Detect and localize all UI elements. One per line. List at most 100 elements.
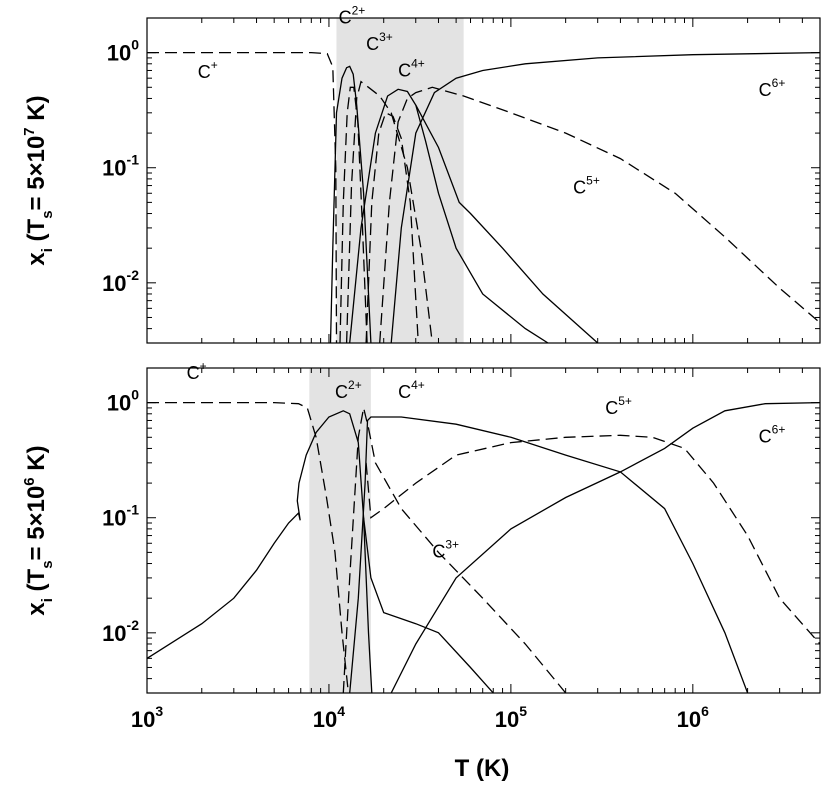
y-tick-label: 100 [107, 387, 139, 416]
ion-label-charge: + [211, 58, 218, 72]
series-line [349, 416, 749, 693]
series-line [147, 410, 373, 693]
y-axis-parameter-subscript: s [39, 560, 56, 568]
y-tick-exponent: 0 [131, 37, 139, 53]
x-tick-base: 10 [677, 707, 701, 732]
ion-label: C3+ [366, 30, 393, 54]
ion-label-base: C [187, 363, 200, 383]
series-line [365, 434, 820, 645]
y-axis-parameter: (T [23, 218, 50, 241]
y-axis-parameter-unit: K) [23, 95, 50, 127]
series-line [147, 51, 338, 343]
ion-label-charge: 2+ [352, 3, 366, 17]
y-tick-base: 10 [102, 156, 126, 181]
x-tick-label: 104 [313, 703, 345, 732]
ion-label-charge: 4+ [411, 378, 425, 392]
ion-label: C5+ [573, 173, 600, 197]
ion-label: C5+ [605, 394, 632, 418]
y-tick-label: 100 [107, 37, 139, 66]
y-axis-parameter-value: = 5×10 [23, 136, 50, 211]
plot-frame [146, 17, 821, 344]
ion-label-base: C [366, 34, 379, 54]
series-line [329, 65, 372, 343]
y-tick-label: 10-1 [102, 152, 139, 181]
ion-label: C3+ [432, 538, 459, 562]
y-tick-label: 10-1 [102, 502, 139, 531]
ion-label-charge: 4+ [411, 57, 425, 71]
y-axis-title: xi (Ts= 5×106 K) [21, 445, 56, 615]
series-line [415, 104, 599, 343]
y-axis-variable: x [23, 602, 50, 616]
y-axis-title: xi (Ts= 5×107 K) [21, 95, 56, 265]
ion-label-base: C [335, 382, 348, 402]
ion-label: C2+ [339, 3, 366, 27]
y-tick-exponent: -1 [127, 152, 140, 168]
ion-label: C6+ [759, 76, 786, 100]
series-line [365, 111, 419, 343]
series-line [390, 401, 820, 693]
ion-label-base: C [573, 177, 586, 197]
y-axis-parameter-value: = 5×10 [23, 486, 50, 561]
series-line [379, 86, 820, 343]
x-tick-label: 105 [495, 703, 527, 732]
ion-label-base: C [759, 427, 772, 447]
y-tick-exponent: 0 [131, 387, 139, 403]
x-tick-exponent: 4 [337, 703, 345, 719]
shaded-band [336, 18, 464, 343]
y-axis-parameter-unit: K) [23, 445, 50, 477]
x-tick-label: 103 [131, 703, 163, 732]
ion-label: C2+ [335, 378, 362, 402]
series-line [362, 517, 494, 693]
y-tick-exponent: -2 [127, 267, 140, 283]
y-axis-spacer [23, 591, 50, 598]
series-line [147, 401, 350, 693]
y-tick-label: 10-2 [102, 267, 139, 296]
ion-label-base: C [605, 398, 618, 418]
ion-label-charge: 3+ [379, 30, 393, 44]
y-axis-parameter-exponent: 7 [21, 127, 38, 135]
y-tick-base: 10 [102, 271, 126, 296]
y-axis-variable-subscript: i [39, 248, 56, 252]
ion-label-charge: 5+ [586, 173, 600, 187]
x-tick-base: 10 [495, 707, 519, 732]
x-tick-exponent: 5 [519, 703, 527, 719]
y-axis-parameter-subscript: s [39, 210, 56, 218]
ion-label: C4+ [398, 57, 425, 81]
ion-label: C4+ [398, 378, 425, 402]
x-tick-base: 10 [131, 707, 155, 732]
x-axis-title: T (K) [455, 755, 510, 782]
y-axis-parameter-exponent: 6 [21, 477, 38, 485]
ion-label-base: C [432, 542, 445, 562]
x-tick-base: 10 [313, 707, 337, 732]
y-tick-exponent: -1 [127, 502, 140, 518]
series-line [390, 51, 820, 343]
y-tick-base: 10 [107, 391, 131, 416]
y-axis-parameter: (T [23, 568, 50, 591]
series-line [339, 86, 368, 343]
ion-label-base: C [198, 62, 211, 82]
y-tick-base: 10 [107, 41, 131, 66]
y-tick-base: 10 [102, 506, 126, 531]
ion-label-charge: 3+ [445, 538, 459, 552]
y-tick-base: 10 [102, 621, 126, 646]
ion-label-charge: + [200, 359, 207, 373]
ion-label-charge: 2+ [348, 378, 362, 392]
ion-label-base: C [398, 382, 411, 402]
plot-frame [146, 367, 821, 694]
ion-label-base: C [759, 80, 772, 100]
x-tick-exponent: 6 [701, 703, 709, 719]
y-axis-variable: x [23, 252, 50, 266]
ion-label-base: C [339, 7, 352, 27]
ion-label-charge: 6+ [772, 76, 786, 90]
ion-label: C+ [198, 58, 218, 82]
x-tick-label: 106 [677, 703, 709, 732]
ion-label: C+ [187, 359, 207, 383]
ion-label: C6+ [759, 423, 786, 447]
x-tick-exponent: 3 [155, 703, 163, 719]
series-line [342, 407, 567, 693]
ion-label-charge: 6+ [772, 423, 786, 437]
ion-label-charge: 5+ [618, 394, 632, 408]
